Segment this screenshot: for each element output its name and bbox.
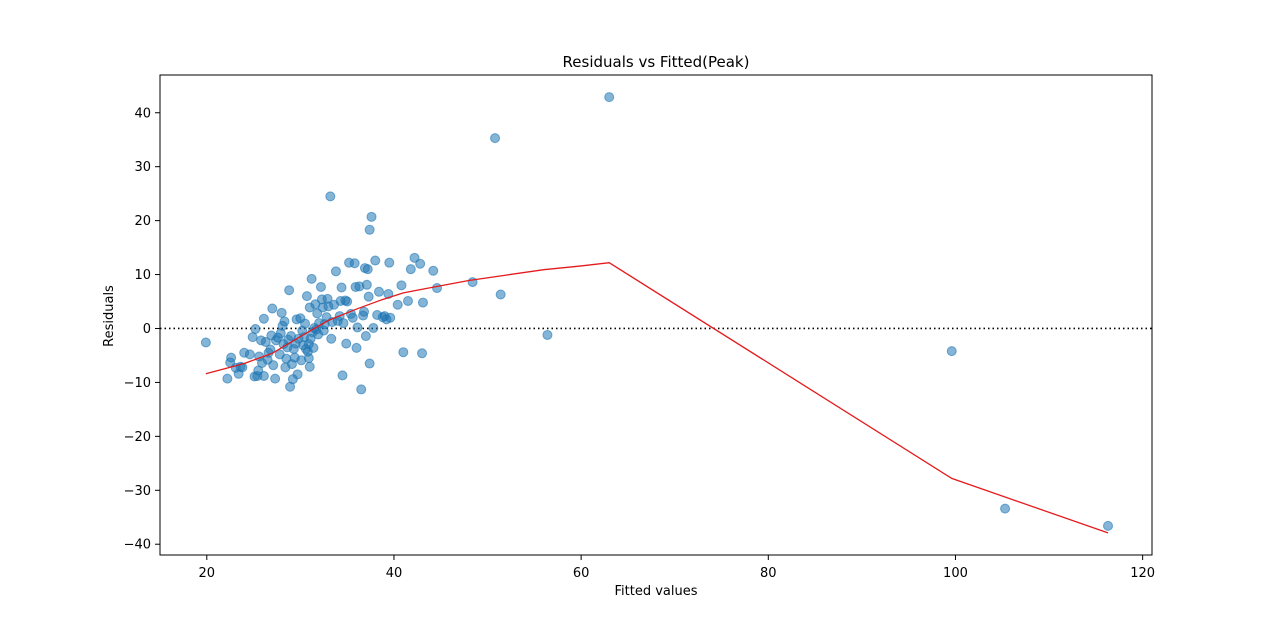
residual-point xyxy=(338,318,349,329)
chart-title: Residuals vs Fitted(Peak) xyxy=(563,53,750,71)
residual-point xyxy=(325,191,336,202)
y-tick-label: 10 xyxy=(134,268,151,283)
x-axis: 20 40 60 80 100 120 xyxy=(199,555,1155,581)
residual-point xyxy=(370,255,381,266)
residual-point xyxy=(315,281,326,292)
residual-point xyxy=(304,361,315,372)
residual-point xyxy=(396,280,407,291)
residual-point xyxy=(542,329,553,340)
residual-point xyxy=(361,279,372,290)
residual-point xyxy=(306,273,317,284)
residual-point xyxy=(364,224,375,235)
plot-frame xyxy=(159,74,1153,556)
residual-point xyxy=(403,295,413,306)
residual-point xyxy=(356,384,367,395)
residual-point xyxy=(268,360,279,371)
y-axis-label: Residuals xyxy=(102,285,117,347)
x-tick-label: 100 xyxy=(943,566,968,581)
residual-point xyxy=(490,133,501,144)
x-tick-label: 120 xyxy=(1130,566,1155,581)
residual-point xyxy=(364,358,375,369)
residual-point xyxy=(336,282,347,293)
plot-area xyxy=(159,74,1153,556)
residual-point xyxy=(352,322,363,333)
residual-point xyxy=(258,370,269,381)
residual-point xyxy=(392,299,403,310)
residual-point xyxy=(363,291,374,302)
residual-point xyxy=(385,312,396,323)
residual-point xyxy=(417,297,428,308)
residual-point xyxy=(362,264,373,275)
residual-point xyxy=(326,333,337,344)
residual-point xyxy=(276,307,287,318)
residual-point xyxy=(270,373,281,384)
residual-point xyxy=(432,283,443,294)
residual-point xyxy=(342,296,353,307)
x-tick-label: 80 xyxy=(760,566,777,581)
x-tick-label: 60 xyxy=(573,566,590,581)
residual-point xyxy=(258,313,269,324)
residual-point xyxy=(398,347,409,358)
residual-point xyxy=(284,285,295,296)
residual-point xyxy=(366,211,377,222)
y-tick-label: −30 xyxy=(124,484,151,499)
residual-point xyxy=(1000,503,1011,514)
residual-point xyxy=(428,265,439,276)
residual-point xyxy=(244,349,255,360)
residual-point xyxy=(368,322,379,333)
residual-point xyxy=(359,306,370,317)
y-tick-label: −20 xyxy=(124,430,151,445)
lowess-smooth-line xyxy=(205,262,1109,534)
residual-point xyxy=(384,257,395,268)
residual-point xyxy=(946,346,957,357)
x-tick-label: 40 xyxy=(386,566,403,581)
residual-point xyxy=(260,336,271,347)
residual-point xyxy=(308,342,319,353)
residual-point xyxy=(1103,520,1114,531)
residual-point xyxy=(303,353,314,364)
y-tick-label: 40 xyxy=(134,106,151,121)
y-tick-label: 20 xyxy=(134,214,151,229)
y-tick-label: 0 xyxy=(143,322,151,337)
residual-point xyxy=(415,258,426,269)
x-tick-label: 20 xyxy=(199,566,216,581)
residual-point xyxy=(292,369,303,380)
residual-point xyxy=(250,324,261,335)
residual-point xyxy=(604,92,615,103)
y-tick-label: −40 xyxy=(124,538,151,553)
residual-point xyxy=(405,264,416,275)
x-axis-label: Fitted values xyxy=(614,584,697,599)
residual-point xyxy=(341,338,352,349)
residual-point xyxy=(267,303,278,314)
residual-point xyxy=(347,312,358,323)
residual-point xyxy=(200,337,211,348)
residual-point xyxy=(349,258,360,269)
residual-point xyxy=(417,348,428,359)
residual-point xyxy=(373,286,384,297)
residual-point xyxy=(360,331,371,342)
y-axis: −40 −30 −20 −10 0 10 20 30 40 xyxy=(124,106,160,553)
y-tick-label: −10 xyxy=(124,376,151,391)
residual-point xyxy=(383,288,394,299)
residual-point xyxy=(300,318,311,329)
y-tick-label: 30 xyxy=(134,160,151,175)
residual-point xyxy=(337,370,348,381)
residual-point xyxy=(222,373,233,384)
residual-point xyxy=(330,266,341,277)
residual-point xyxy=(495,289,506,300)
residual-point xyxy=(301,291,312,302)
residual-point xyxy=(351,342,362,353)
residual-point xyxy=(279,316,290,327)
